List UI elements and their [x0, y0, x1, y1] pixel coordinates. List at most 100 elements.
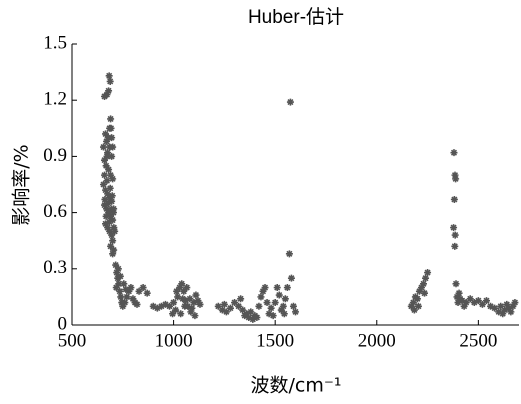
point — [452, 175, 460, 183]
point — [450, 195, 458, 203]
point — [127, 284, 135, 292]
point — [101, 195, 109, 203]
point — [174, 293, 182, 301]
point — [415, 287, 423, 295]
x-tick-label: 1500 — [256, 330, 294, 351]
point — [235, 302, 243, 310]
point — [176, 284, 184, 292]
point — [112, 261, 120, 269]
point — [135, 287, 143, 295]
point — [280, 310, 288, 318]
point — [511, 299, 519, 307]
x-tick-label: 500 — [58, 330, 87, 351]
point — [107, 242, 115, 250]
point — [409, 299, 417, 307]
y-tick-label: 0.9 — [43, 145, 67, 166]
point — [410, 306, 418, 314]
point — [188, 304, 196, 312]
point — [261, 284, 269, 292]
point — [172, 306, 180, 314]
point — [106, 227, 114, 235]
point — [451, 171, 459, 179]
point — [247, 308, 255, 316]
point — [460, 302, 468, 310]
point — [257, 293, 265, 301]
point — [107, 171, 115, 179]
point — [196, 300, 204, 308]
point — [482, 297, 490, 305]
point — [279, 302, 287, 310]
point — [110, 246, 118, 254]
point — [243, 310, 251, 318]
point — [424, 269, 432, 277]
point — [109, 209, 117, 217]
point — [108, 197, 116, 205]
point — [104, 224, 112, 232]
point — [420, 280, 428, 288]
point — [269, 312, 277, 320]
point — [286, 98, 294, 106]
point — [183, 284, 191, 292]
point — [267, 304, 275, 312]
point — [179, 295, 187, 303]
point — [285, 250, 293, 258]
point — [173, 287, 181, 295]
point — [103, 152, 111, 160]
point — [495, 308, 503, 316]
point — [105, 87, 113, 95]
point — [462, 299, 470, 307]
y-tick-label: 0 — [58, 313, 68, 334]
point — [109, 216, 117, 224]
point — [231, 299, 239, 307]
point — [105, 72, 113, 80]
point — [120, 280, 128, 288]
point — [292, 308, 299, 316]
point — [122, 285, 130, 293]
point — [265, 310, 273, 318]
point — [115, 280, 123, 288]
point — [117, 293, 125, 301]
point — [281, 295, 289, 303]
point — [487, 302, 495, 310]
point — [253, 314, 261, 322]
point — [451, 231, 459, 239]
y-axis-label: 影响率/% — [11, 144, 33, 225]
point — [422, 274, 430, 282]
point — [106, 184, 114, 192]
point — [116, 272, 124, 280]
point — [102, 130, 110, 138]
point — [499, 310, 507, 318]
point — [226, 304, 234, 312]
point — [139, 284, 147, 292]
point — [507, 308, 515, 316]
point — [108, 192, 116, 200]
point — [109, 237, 117, 245]
point — [166, 302, 174, 310]
point — [277, 306, 285, 314]
point — [107, 124, 115, 132]
point — [119, 302, 127, 310]
point — [99, 143, 107, 151]
point — [414, 302, 422, 310]
point — [104, 190, 112, 198]
point — [105, 209, 113, 217]
point — [153, 304, 161, 312]
point — [105, 166, 113, 174]
point — [451, 242, 459, 250]
point — [102, 212, 110, 220]
point — [283, 284, 291, 292]
y-tick-label: 1.5 — [43, 32, 67, 53]
point — [109, 175, 117, 183]
y-tick-label: 1.2 — [43, 89, 67, 110]
point — [187, 308, 195, 316]
point — [191, 312, 199, 320]
point — [170, 299, 178, 307]
point — [220, 300, 228, 308]
point — [491, 304, 499, 312]
x-tick-label: 1000 — [155, 330, 193, 351]
point — [239, 306, 247, 314]
point — [106, 143, 114, 151]
point — [106, 77, 114, 85]
point — [182, 297, 190, 305]
